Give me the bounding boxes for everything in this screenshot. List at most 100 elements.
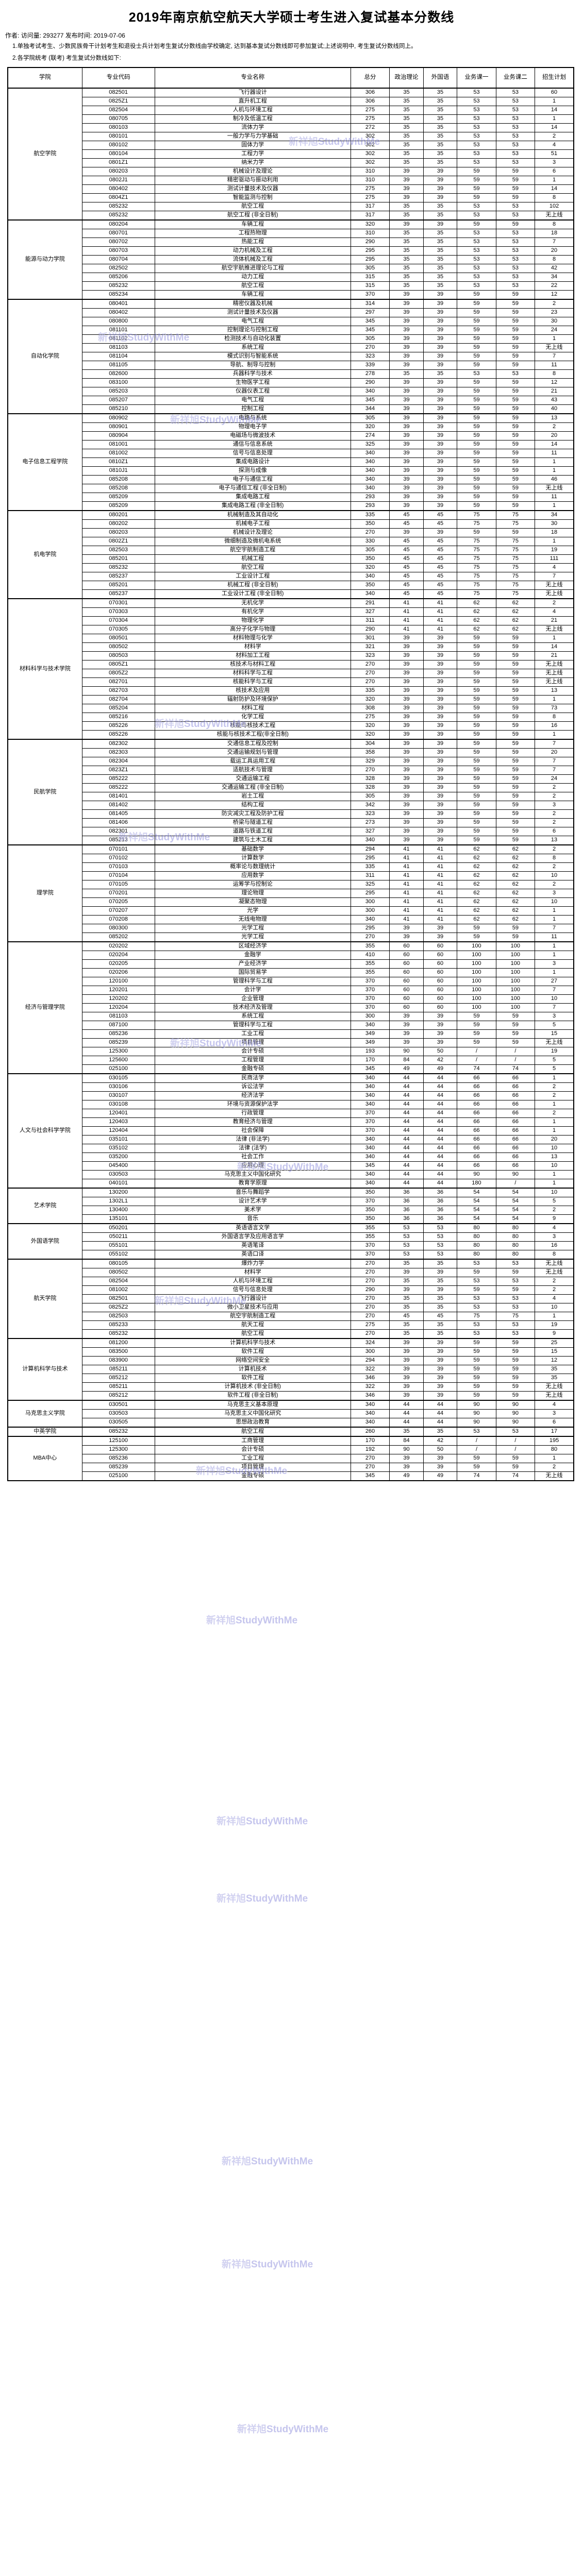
- politics-score-cell: 53: [389, 1241, 424, 1250]
- total-score-cell: 322: [350, 1364, 390, 1374]
- major-code-cell: 081002: [81, 1285, 155, 1295]
- score-table-wrapper: 学院 专业代码 专业名称 总分 政治理论 外国语 业务课一 业务课二 招生计划 …: [0, 65, 583, 1492]
- subject-one-score-cell: 59: [457, 528, 496, 537]
- politics-score-cell: 35: [389, 1329, 424, 1338]
- enrollment-plan-cell: 73: [535, 703, 574, 713]
- watermark: 新祥旭StudyWithMe: [216, 1893, 308, 1904]
- subject-one-score-cell: /: [457, 1046, 496, 1056]
- major-code-cell: 080904: [81, 431, 155, 440]
- subject-one-score-cell: 62: [457, 871, 496, 880]
- subject-two-score-cell: 66: [495, 1161, 536, 1171]
- subject-two-score-cell: 100: [495, 985, 536, 995]
- subject-one-score-cell: 59: [457, 1029, 496, 1039]
- subject-one-score-cell: 100: [457, 959, 496, 969]
- total-score-cell: 305: [350, 545, 390, 555]
- subject-one-score-cell: 59: [457, 686, 496, 696]
- foreign-language-score-cell: 39: [423, 826, 458, 836]
- politics-score-cell: 49: [389, 1471, 424, 1481]
- subject-one-score-cell: 59: [457, 298, 496, 309]
- total-score-cell: 340: [350, 1152, 390, 1162]
- major-code-cell: 085232: [81, 210, 155, 220]
- table-row: 085232 航空工程 270 35 35 53 53 9: [8, 1329, 574, 1338]
- major-name-cell: 精密驱动与振动利用: [154, 175, 351, 185]
- total-score-cell: 340: [350, 1399, 390, 1410]
- major-code-cell: 080402: [81, 308, 155, 317]
- total-score-cell: 370: [350, 1241, 390, 1250]
- foreign-language-score-cell: 41: [423, 598, 458, 608]
- subject-one-score-cell: 59: [457, 633, 496, 643]
- major-name-cell: 产业经济学: [154, 959, 351, 969]
- table-row: 085239 项目管理 270 39 39 59 59 2: [8, 1462, 574, 1472]
- major-code-cell: 085232: [81, 1329, 155, 1338]
- foreign-language-score-cell: 41: [423, 607, 458, 617]
- table-row: 082701 核能科学与工程 270 39 39 59 59 无上线: [8, 677, 574, 687]
- enrollment-plan-cell: 21: [535, 651, 574, 660]
- subject-two-score-cell: 53: [495, 201, 536, 211]
- politics-score-cell: 35: [389, 1258, 424, 1268]
- major-name-cell: 电气工程: [154, 316, 351, 326]
- table-row: 理学院 070101 基础数学 294 41 41 62 62 2: [7, 844, 574, 942]
- col-header-foreign-language: 外国语: [423, 67, 458, 88]
- subject-two-score-cell: 74: [495, 1064, 536, 1074]
- major-code-cell: 080204: [81, 219, 155, 229]
- politics-score-cell: 44: [389, 1161, 424, 1171]
- major-name-cell: 教育经济与管理: [154, 1117, 351, 1127]
- views-label: 访问量:: [21, 32, 42, 39]
- subject-two-score-cell: 59: [495, 175, 536, 185]
- college-cell: 人文与社会科学学院: [7, 1073, 82, 1188]
- subject-two-score-cell: 59: [495, 1267, 536, 1277]
- foreign-language-score-cell: 35: [423, 228, 458, 238]
- total-score-cell: 340: [350, 589, 390, 599]
- enrollment-plan-cell: 7: [535, 738, 574, 749]
- table-body: 航空学院 082501 飞行器设计 306 35 35 53 53 60 0825Z1 直升机工程 3…: [7, 87, 574, 1481]
- table-row: 030503 马克思主义中国化研究 340 44 44 90 90 1: [8, 1170, 574, 1179]
- foreign-language-score-cell: 39: [423, 1267, 458, 1277]
- foreign-language-score-cell: 45: [423, 554, 458, 564]
- enrollment-plan-cell: 无上线: [535, 580, 574, 590]
- enrollment-plan-cell: 34: [535, 272, 574, 282]
- foreign-language-score-cell: 39: [423, 466, 458, 476]
- major-name-cell: 核技术及应用: [154, 686, 351, 696]
- major-code-cell: 0825Z1: [81, 96, 155, 106]
- foreign-language-score-cell: 39: [423, 219, 458, 229]
- politics-score-cell: 35: [389, 87, 424, 97]
- subject-two-score-cell: 59: [495, 686, 536, 696]
- major-code-cell: 085201: [81, 580, 155, 590]
- politics-score-cell: 39: [389, 351, 424, 361]
- subject-one-score-cell: 59: [457, 1038, 496, 1047]
- politics-score-cell: 35: [389, 131, 424, 141]
- subject-one-score-cell: 59: [457, 166, 496, 176]
- subject-one-score-cell: 80: [457, 1241, 496, 1250]
- enrollment-plan-cell: 10: [535, 1187, 574, 1197]
- politics-score-cell: 39: [389, 404, 424, 414]
- politics-score-cell: 45: [389, 589, 424, 599]
- foreign-language-score-cell: 60: [423, 1003, 458, 1012]
- col-header-total: 总分: [350, 67, 390, 88]
- politics-score-cell: 35: [389, 255, 424, 264]
- note-line-2: 2.各学院统考 (联考) 考生复试分数线如下:: [12, 55, 121, 62]
- major-name-cell: 航空宇航制造工程: [154, 1311, 351, 1321]
- subject-two-score-cell: 59: [495, 290, 536, 299]
- table-row: 085237 工业设计工程 (非全日制) 340 45 45 75 75 无上线: [8, 589, 574, 599]
- major-code-cell: 080800: [81, 316, 155, 326]
- major-name-cell: 一般力学与力学基础: [154, 131, 351, 141]
- foreign-language-score-cell: 60: [423, 968, 458, 977]
- total-score-cell: 345: [350, 316, 390, 326]
- foreign-language-score-cell: 44: [423, 1073, 458, 1083]
- enrollment-plan-cell: 5: [535, 1064, 574, 1074]
- foreign-language-score-cell: 41: [423, 871, 458, 880]
- subject-two-score-cell: 59: [495, 1029, 536, 1039]
- foreign-language-score-cell: 45: [423, 519, 458, 529]
- enrollment-plan-cell: 8: [535, 369, 574, 379]
- major-code-cell: 085236: [81, 1029, 155, 1039]
- major-code-cell: 085216: [81, 712, 155, 722]
- major-name-cell: 测试计量技术及仪器: [154, 308, 351, 317]
- foreign-language-score-cell: 39: [423, 783, 458, 792]
- subject-two-score-cell: 59: [495, 1020, 536, 1030]
- major-name-cell: 交通运输工程 (非全日制): [154, 783, 351, 792]
- total-score-cell: 345: [350, 395, 390, 405]
- total-score-cell: 322: [350, 1382, 390, 1392]
- subject-two-score-cell: 59: [495, 1391, 536, 1400]
- politics-score-cell: 35: [389, 140, 424, 150]
- total-score-cell: 340: [350, 386, 390, 396]
